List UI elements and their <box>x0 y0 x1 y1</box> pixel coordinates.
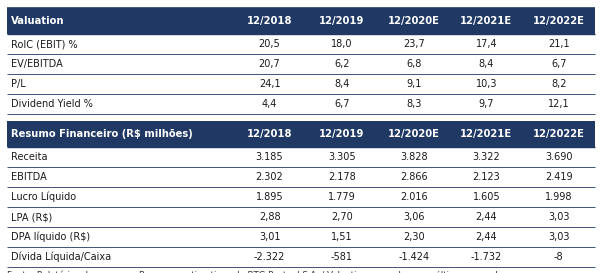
Text: -8: -8 <box>554 252 563 262</box>
Text: EBITDA: EBITDA <box>11 172 46 182</box>
Text: 3.322: 3.322 <box>473 152 500 162</box>
Text: 3.828: 3.828 <box>400 152 428 162</box>
Text: 3.690: 3.690 <box>545 152 573 162</box>
Text: 1.779: 1.779 <box>328 192 356 202</box>
Text: 17,4: 17,4 <box>476 39 497 49</box>
Text: 6,8: 6,8 <box>406 59 422 69</box>
Text: 12/2022E: 12/2022E <box>533 129 585 140</box>
Text: 12/2020E: 12/2020E <box>388 16 440 26</box>
Text: -2.322: -2.322 <box>254 252 285 262</box>
Text: 3.305: 3.305 <box>328 152 356 162</box>
Text: 12/2019: 12/2019 <box>319 16 365 26</box>
Text: 8,4: 8,4 <box>334 79 350 89</box>
Text: DPA líquido (R$): DPA líquido (R$) <box>11 232 90 242</box>
Text: EV/EBITDA: EV/EBITDA <box>11 59 63 69</box>
Text: 21,1: 21,1 <box>548 39 569 49</box>
Text: 2.302: 2.302 <box>256 172 284 182</box>
Text: 24,1: 24,1 <box>259 79 281 89</box>
Text: 12/2022E: 12/2022E <box>533 16 585 26</box>
Text: 3,01: 3,01 <box>259 232 281 242</box>
Text: 2.016: 2.016 <box>400 192 428 202</box>
Text: Dívida Líquida/Caixa: Dívida Líquida/Caixa <box>11 252 111 262</box>
Text: -1.732: -1.732 <box>471 252 502 262</box>
Text: -1.424: -1.424 <box>399 252 430 262</box>
Text: 3,03: 3,03 <box>548 212 569 222</box>
Text: 9,7: 9,7 <box>479 99 494 109</box>
Text: 3.185: 3.185 <box>256 152 284 162</box>
Text: 2.123: 2.123 <box>473 172 500 182</box>
Text: 8,3: 8,3 <box>406 99 422 109</box>
Text: 18,0: 18,0 <box>331 39 353 49</box>
Text: 1.895: 1.895 <box>256 192 284 202</box>
Text: 12/2021E: 12/2021E <box>461 129 512 140</box>
Text: Lucro Líquido: Lucro Líquido <box>11 192 76 203</box>
Text: 1.605: 1.605 <box>473 192 500 202</box>
Text: 12/2018: 12/2018 <box>247 129 293 140</box>
Text: 20,5: 20,5 <box>259 39 281 49</box>
Text: P/L: P/L <box>11 79 26 89</box>
Text: 1.998: 1.998 <box>545 192 573 202</box>
Text: Fonte: Relatórios da empresa, Bovespa, estimativas do BTG Pactual S.A. / Valuati: Fonte: Relatórios da empresa, Bovespa, e… <box>7 270 507 273</box>
Text: -581: -581 <box>331 252 353 262</box>
Text: 10,3: 10,3 <box>476 79 497 89</box>
Text: 12/2021E: 12/2021E <box>461 16 512 26</box>
Text: Receita: Receita <box>11 152 48 162</box>
Text: 9,1: 9,1 <box>406 79 422 89</box>
Text: 2.419: 2.419 <box>545 172 573 182</box>
Text: Valuation: Valuation <box>11 16 64 26</box>
Text: LPA (R$): LPA (R$) <box>11 212 52 222</box>
Text: 6,7: 6,7 <box>551 59 566 69</box>
Text: 8,4: 8,4 <box>479 59 494 69</box>
Text: 12,1: 12,1 <box>548 99 569 109</box>
Text: 2,70: 2,70 <box>331 212 353 222</box>
Text: 6,2: 6,2 <box>334 59 350 69</box>
Text: 6,7: 6,7 <box>334 99 350 109</box>
Text: 4,4: 4,4 <box>262 99 278 109</box>
Text: 3,06: 3,06 <box>403 212 425 222</box>
Text: 8,2: 8,2 <box>551 79 566 89</box>
Text: 2.866: 2.866 <box>400 172 428 182</box>
Text: 20,7: 20,7 <box>259 59 281 69</box>
Bar <box>7 8 595 34</box>
Text: 12/2018: 12/2018 <box>247 16 293 26</box>
Text: 2,88: 2,88 <box>259 212 281 222</box>
Text: 2,30: 2,30 <box>403 232 425 242</box>
Text: 1,51: 1,51 <box>331 232 353 242</box>
Text: 12/2019: 12/2019 <box>319 129 365 140</box>
Text: 2,44: 2,44 <box>476 232 497 242</box>
Text: RoIC (EBIT) %: RoIC (EBIT) % <box>11 39 78 49</box>
Text: 3,03: 3,03 <box>548 232 569 242</box>
Text: 23,7: 23,7 <box>403 39 425 49</box>
Bar <box>7 121 595 147</box>
Text: Resumo Financeiro (R$ milhões): Resumo Financeiro (R$ milhões) <box>11 129 193 140</box>
Text: 2,44: 2,44 <box>476 212 497 222</box>
Text: 2.178: 2.178 <box>328 172 356 182</box>
Text: 12/2020E: 12/2020E <box>388 129 440 140</box>
Text: Dividend Yield %: Dividend Yield % <box>11 99 93 109</box>
